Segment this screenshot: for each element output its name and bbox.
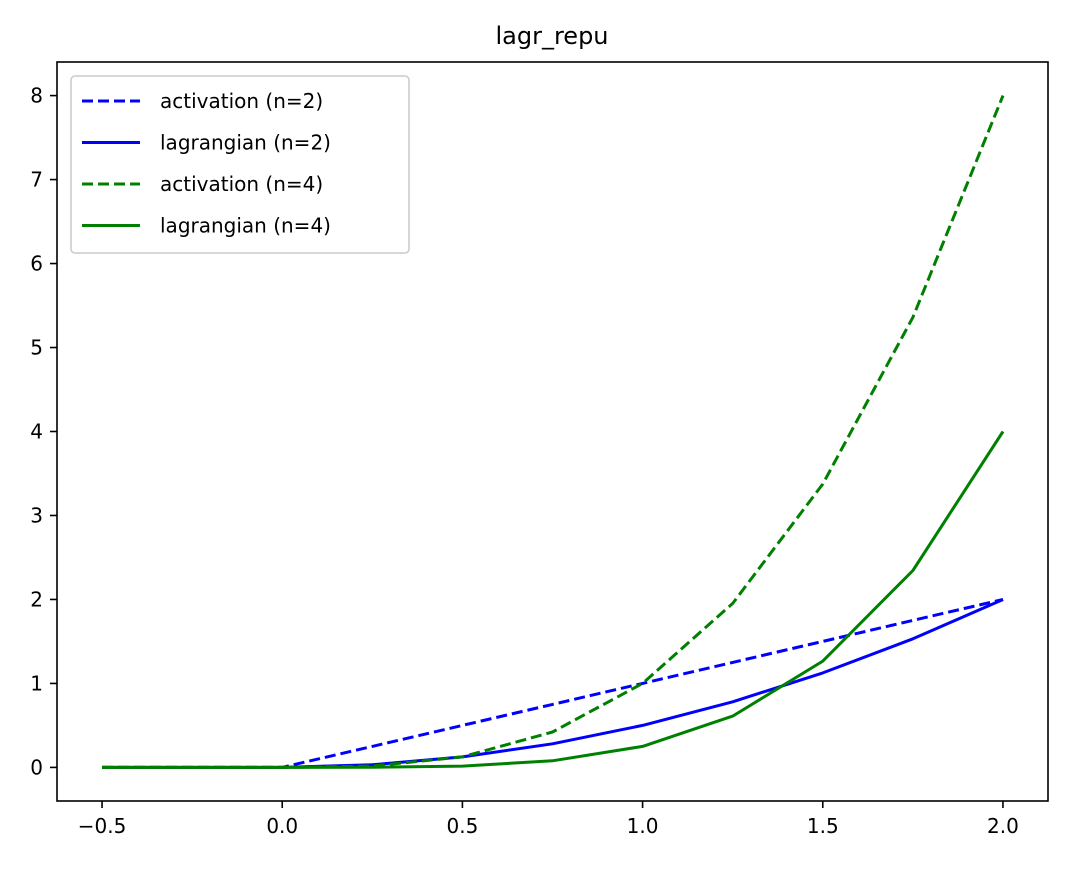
legend: activation (n=2) lagrangian (n=2) activati… [70,75,410,254]
x-tick-label: −0.5 [78,814,127,838]
y-tick-label: 1 [30,671,43,695]
plot-area [102,95,1005,769]
x-tick-label: 0.5 [447,814,479,838]
x-tick-label: 1.5 [807,814,839,838]
x-tick-label: 0.0 [266,814,298,838]
y-tick-label: 5 [30,336,43,360]
series-line-4 [102,430,1005,769]
y-tick-label: 6 [30,252,43,276]
chart-title: lagr_repu [495,22,608,50]
y-tick-label: 3 [30,503,43,527]
y-tick-label: 2 [30,587,43,611]
axes: −0.5 0.0 0.5 1.0 1.5 2.0 0 1 2 3 4 5 6 7 8 [30,61,1049,838]
legend-label-1: activation (n=2) [160,89,323,113]
y-tick-label: 0 [30,755,43,779]
legend-label-3: activation (n=4) [160,172,323,196]
y-tick-label: 7 [30,168,43,192]
y-tick-label: 4 [30,420,43,444]
legend-box [70,75,410,254]
y-tick-label: 8 [30,84,43,108]
x-tick-label: 2.0 [987,814,1019,838]
legend-label-4: lagrangian (n=4) [160,214,331,238]
legend-label-2: lagrangian (n=2) [160,131,331,155]
x-tick-label: 1.0 [627,814,659,838]
